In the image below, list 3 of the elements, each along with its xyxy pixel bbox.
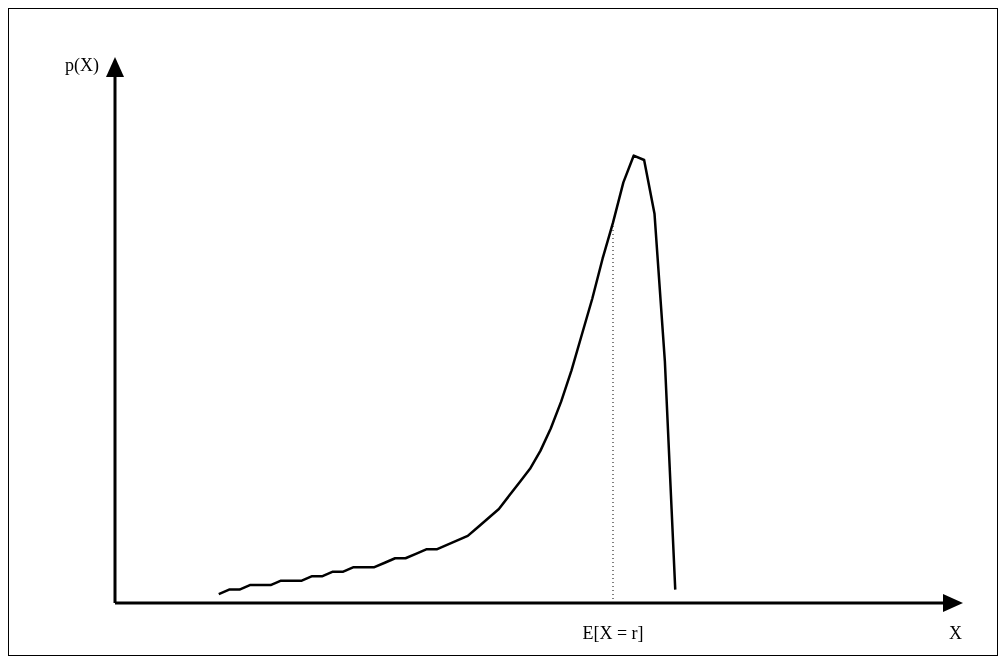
text: E[X = r] — [582, 623, 644, 644]
x-axis-title: X — [949, 623, 962, 644]
y-axis-title: p(X) — [65, 55, 99, 76]
